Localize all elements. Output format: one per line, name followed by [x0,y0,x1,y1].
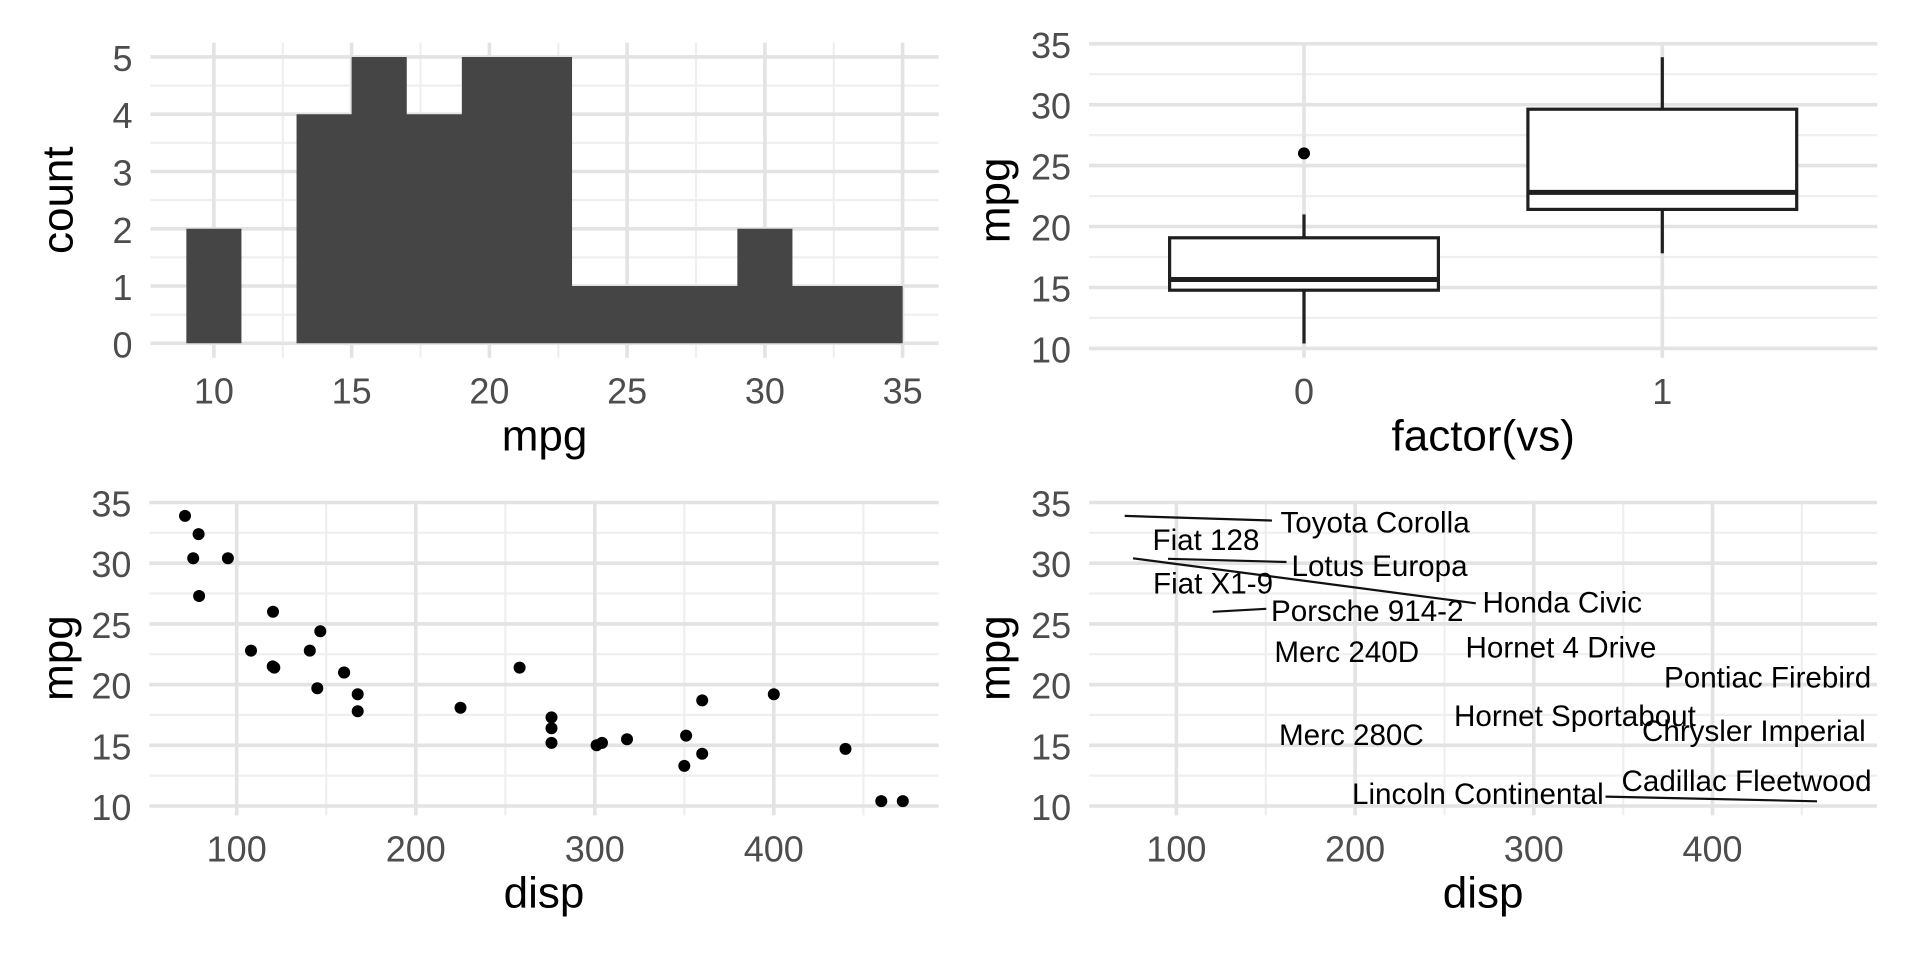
svg-text:20: 20 [91,666,131,707]
svg-text:10: 10 [1031,787,1071,828]
svg-text:30: 30 [1031,544,1071,585]
svg-text:0: 0 [1294,371,1314,412]
svg-text:200: 200 [1325,828,1385,869]
svg-text:Merc 240D: Merc 240D [1274,636,1419,669]
svg-text:4: 4 [112,95,132,136]
svg-text:factor(vs): factor(vs) [1392,411,1575,460]
svg-text:0: 0 [112,324,132,365]
svg-text:Toyota Corolla: Toyota Corolla [1281,507,1471,540]
svg-text:35: 35 [883,371,923,412]
svg-text:200: 200 [386,828,446,869]
svg-text:mpg: mpg [971,615,1020,701]
svg-text:2: 2 [112,210,132,251]
svg-text:count: count [34,146,83,254]
svg-text:Cadillac Fleetwood: Cadillac Fleetwood [1622,765,1872,798]
svg-text:15: 15 [1031,726,1071,767]
svg-text:20: 20 [469,371,509,412]
svg-text:Pontiac Firebird: Pontiac Firebird [1664,662,1871,695]
svg-text:30: 30 [1031,86,1071,127]
svg-text:300: 300 [565,828,625,869]
svg-text:25: 25 [1031,605,1071,646]
svg-text:Fiat 128: Fiat 128 [1153,524,1260,557]
svg-text:mpg: mpg [34,615,83,701]
svg-text:Lincoln Continental: Lincoln Continental [1352,778,1604,811]
svg-text:Merc 280C: Merc 280C [1279,719,1424,752]
svg-text:10: 10 [194,371,234,412]
svg-text:35: 35 [1031,25,1071,66]
svg-text:10: 10 [1031,329,1071,370]
svg-text:15: 15 [332,371,372,412]
svg-text:disp: disp [1443,869,1524,918]
svg-text:20: 20 [1031,666,1071,707]
svg-text:15: 15 [1031,269,1071,310]
svg-text:5: 5 [112,38,132,79]
svg-text:Lotus Europa: Lotus Europa [1292,550,1469,583]
svg-text:3: 3 [112,153,132,194]
svg-text:30: 30 [91,544,131,585]
svg-text:35: 35 [91,484,131,525]
svg-text:Hornet Sportabout: Hornet Sportabout [1454,700,1696,733]
svg-text:disp: disp [504,869,585,918]
svg-text:15: 15 [91,726,131,767]
svg-text:25: 25 [1031,147,1071,188]
svg-text:400: 400 [1682,828,1742,869]
svg-text:mpg: mpg [502,411,588,460]
svg-text:25: 25 [91,605,131,646]
svg-text:1: 1 [112,267,132,308]
svg-text:100: 100 [207,828,267,869]
svg-text:35: 35 [1031,484,1071,525]
svg-text:Hornet 4 Drive: Hornet 4 Drive [1466,631,1657,664]
svg-text:Fiat X1-9: Fiat X1-9 [1153,567,1273,600]
svg-text:20: 20 [1031,208,1071,249]
svg-text:Porsche 914-2: Porsche 914-2 [1271,595,1463,628]
svg-text:Honda Civic: Honda Civic [1483,587,1643,620]
svg-text:mpg: mpg [971,158,1020,244]
svg-text:1: 1 [1652,371,1672,412]
svg-text:400: 400 [744,828,804,869]
svg-text:30: 30 [745,371,785,412]
svg-text:10: 10 [91,787,131,828]
svg-text:Chrysler Imperial: Chrysler Imperial [1642,715,1866,748]
svg-text:100: 100 [1146,828,1206,869]
svg-text:25: 25 [607,371,647,412]
svg-text:300: 300 [1504,828,1564,869]
